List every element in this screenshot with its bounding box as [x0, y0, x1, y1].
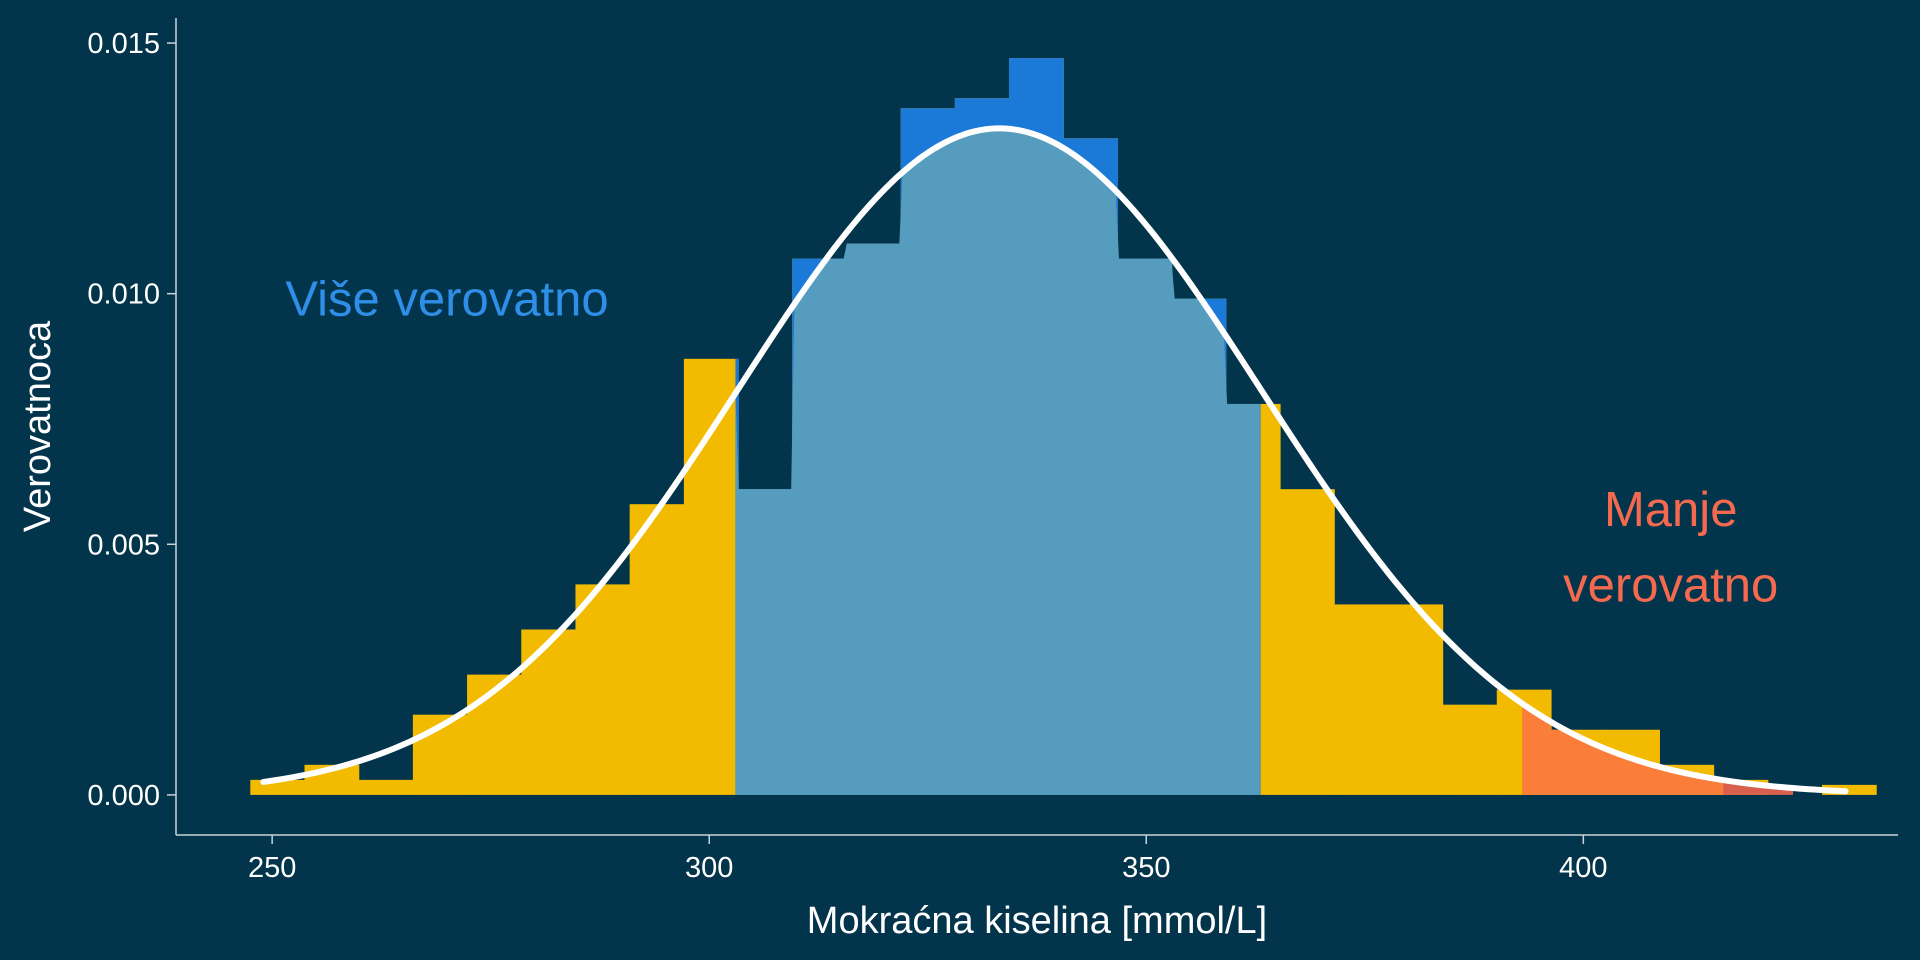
y-axis-title: Verovatnoca — [17, 320, 59, 532]
histogram-bar — [1388, 604, 1444, 795]
axes: 0.000 0.005 0.010 0.015 250 300 350 400 Mokraćna… — [17, 18, 1898, 942]
x-tick-label: 250 — [248, 852, 296, 884]
histogram-bar — [521, 629, 577, 795]
normal-density-curve — [260, 125, 1849, 795]
y-tick-label: 0.015 — [87, 28, 160, 60]
histogram-bar — [629, 504, 685, 795]
histogram-bar — [358, 779, 414, 795]
density-curve-group — [260, 125, 1849, 795]
histogram-bar — [1821, 784, 1877, 795]
x-tick-label: 350 — [1122, 852, 1170, 884]
more-likely-label: Više verovatno — [285, 273, 608, 327]
histogram-bar — [467, 674, 522, 795]
highlight-regions — [735, 58, 1794, 795]
x-tick-label: 300 — [685, 852, 733, 884]
x-axis-title: Mokraćna kiselina [mmol/L] — [807, 900, 1267, 942]
histogram-bar — [1442, 704, 1498, 795]
less-likely-label: verovatno — [1563, 558, 1778, 612]
histogram-bar — [1334, 604, 1389, 795]
y-tick-label: 0.000 — [87, 780, 160, 812]
x-tick-label: 400 — [1559, 852, 1607, 884]
y-tick-label: 0.010 — [87, 279, 160, 311]
histogram-bar — [683, 358, 739, 795]
histogram-bar — [575, 584, 631, 795]
central-probability-region — [735, 128, 1260, 795]
histogram-bar — [1280, 489, 1335, 795]
less-likely-label: Manje — [1604, 483, 1737, 537]
annotations: Više verovatno Manje verovatno — [285, 273, 1778, 613]
y-tick-label: 0.005 — [87, 529, 160, 561]
